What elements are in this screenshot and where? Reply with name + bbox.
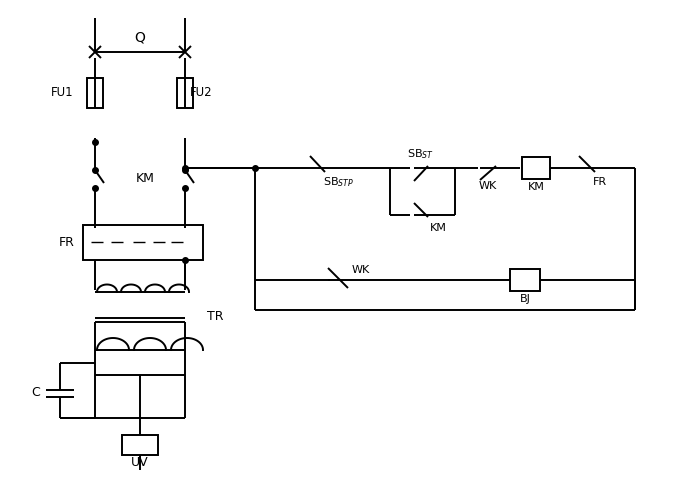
Text: SB$_{STP}$: SB$_{STP}$ [323,175,354,189]
Text: WK: WK [479,181,497,191]
Text: WK: WK [352,265,370,275]
Text: FU1: FU1 [50,87,73,99]
Bar [122,435,158,455]
Text: C: C [32,387,40,399]
Bar [83,225,203,260]
Text: FR: FR [593,177,607,187]
Text: FU2: FU2 [190,87,213,99]
Text: KM: KM [430,223,447,233]
Text: BJ: BJ [519,294,531,304]
Text: FR: FR [59,236,75,249]
Bar [522,157,550,179]
Text: UV: UV [131,456,149,468]
Bar [87,78,103,108]
Text: SB$_{ST}$: SB$_{ST}$ [407,147,433,161]
Text: KM: KM [136,172,155,185]
Bar [510,269,540,291]
Text: KM: KM [528,182,545,192]
Text: TR: TR [207,310,223,322]
Text: Q: Q [134,31,146,45]
Bar [177,78,193,108]
